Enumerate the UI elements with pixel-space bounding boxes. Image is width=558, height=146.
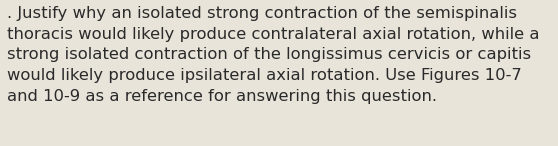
Text: . Justify why an isolated strong contraction of the semispinalis
thoracis would : . Justify why an isolated strong contrac… xyxy=(7,6,539,104)
